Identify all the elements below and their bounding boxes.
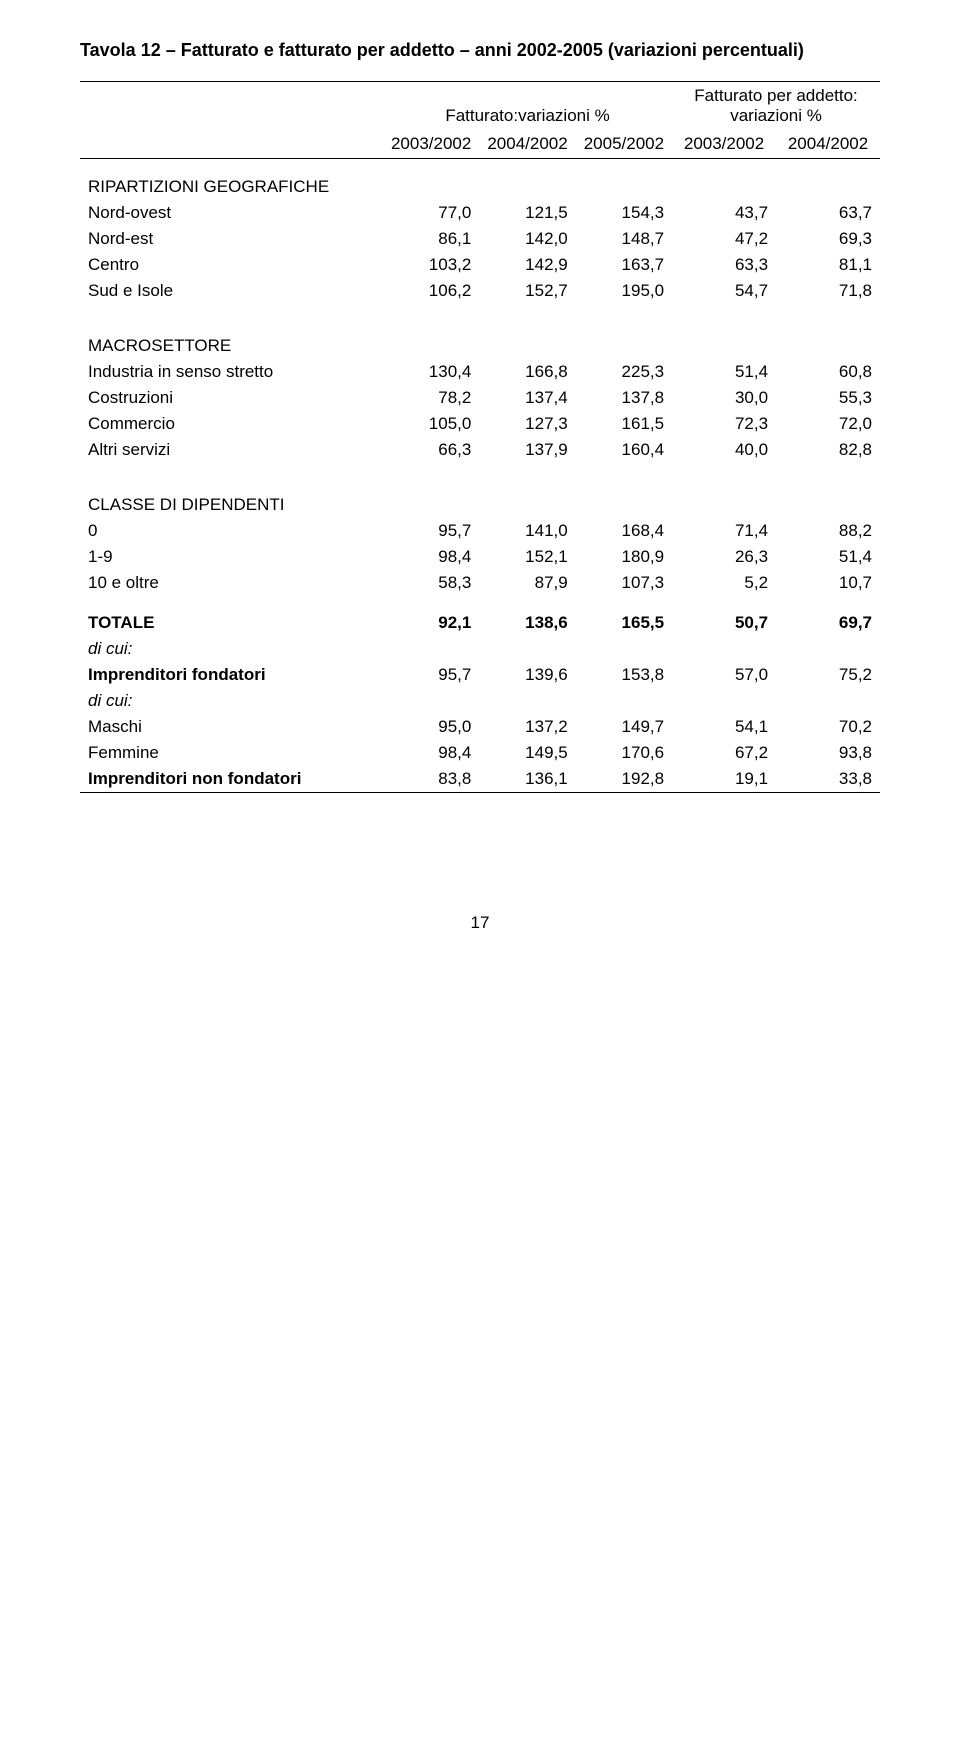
section-title-macro: MACROSETTORE	[80, 318, 880, 359]
table-row: di cui:	[80, 688, 880, 714]
col-header: 2004/2002	[776, 130, 880, 159]
table-row: Maschi95,0137,2149,754,170,2	[80, 714, 880, 740]
table-row: Centro103,2142,9163,763,381,1	[80, 252, 880, 278]
table-row: Imprenditori non fondatori83,8136,1192,8…	[80, 766, 880, 793]
col-header: 2005/2002	[576, 130, 672, 159]
table-row: 1-998,4152,1180,926,351,4	[80, 544, 880, 570]
section-title-classe: CLASSE DI DIPENDENTI	[80, 477, 880, 518]
table-row: Sud e Isole106,2152,7195,054,771,8	[80, 278, 880, 304]
table-row: 095,7141,0168,471,488,2	[80, 518, 880, 544]
data-table: Fatturato:variazioni % Fatturato per add…	[80, 81, 880, 793]
table-row: Altri servizi66,3137,9160,440,082,8	[80, 437, 880, 463]
table-row: Femmine98,4149,5170,667,293,8	[80, 740, 880, 766]
table-row: Costruzioni78,2137,4137,830,055,3	[80, 385, 880, 411]
table-row: 10 e oltre58,387,9107,35,210,7	[80, 570, 880, 596]
col-header: 2003/2002	[383, 130, 479, 159]
table-title: Tavola 12 – Fatturato e fatturato per ad…	[80, 40, 880, 61]
col-header: 2003/2002	[672, 130, 776, 159]
section-title-geo: RIPARTIZIONI GEOGRAFICHE	[80, 159, 880, 201]
header-group-2: Fatturato per addetto: variazioni %	[672, 82, 880, 131]
table-row: Industria in senso stretto130,4166,8225,…	[80, 359, 880, 385]
page-number: 17	[80, 913, 880, 933]
table-row: Imprenditori fondatori95,7139,6153,857,0…	[80, 662, 880, 688]
table-row: di cui:	[80, 636, 880, 662]
table-row: Nord-est86,1142,0148,747,269,3	[80, 226, 880, 252]
col-header: 2004/2002	[479, 130, 575, 159]
table-row: Commercio105,0127,3161,572,372,0	[80, 411, 880, 437]
table-row: Nord-ovest77,0121,5154,343,763,7	[80, 200, 880, 226]
table-row-totale: TOTALE92,1138,6165,550,769,7	[80, 610, 880, 636]
header-group-1: Fatturato:variazioni %	[383, 82, 672, 131]
